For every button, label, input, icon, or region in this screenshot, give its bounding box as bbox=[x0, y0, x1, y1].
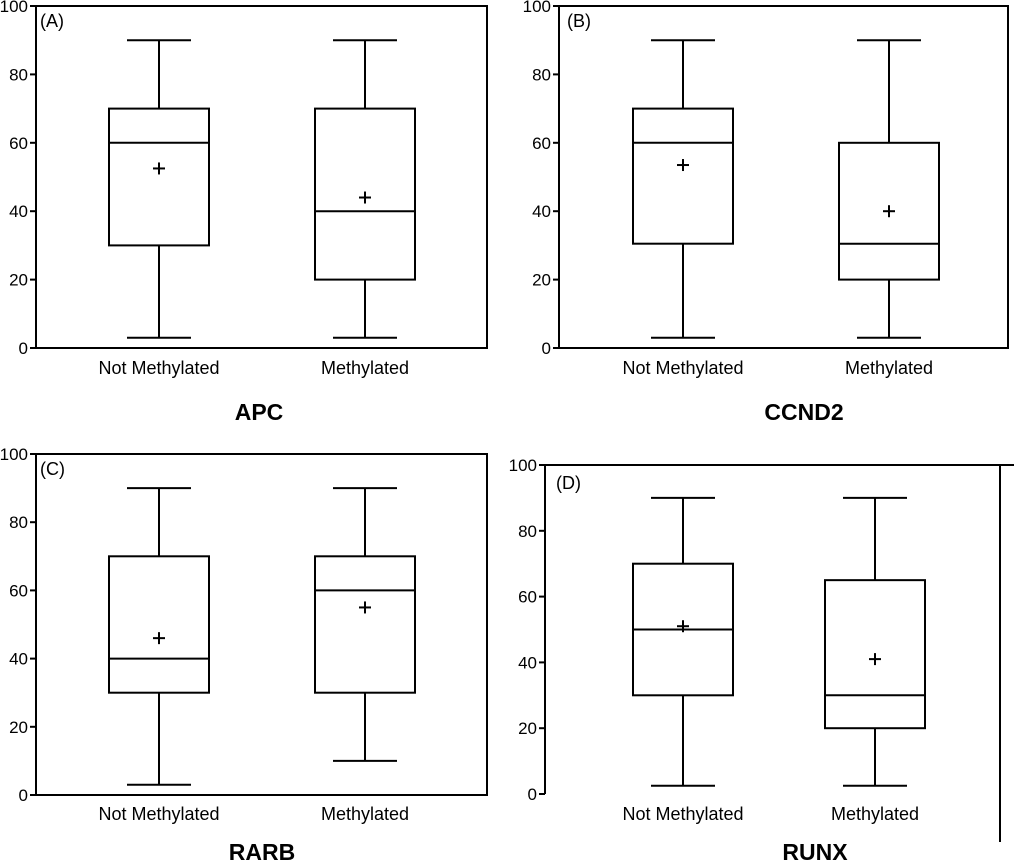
panel-apc: 0 20 40 60 80 100 (A) Not Methylated Methylated A… bbox=[0, 0, 488, 425]
x-category-label: Methylated bbox=[831, 804, 919, 824]
y-tick-label: 60 bbox=[518, 588, 537, 607]
x-category-label: Methylated bbox=[845, 358, 933, 378]
y-tick-label: 60 bbox=[9, 134, 28, 153]
y-tick-label: 80 bbox=[9, 513, 28, 532]
y-tick-label: 40 bbox=[518, 653, 537, 672]
y-tick-label: 0 bbox=[542, 339, 551, 358]
panel-label: (B) bbox=[567, 11, 591, 31]
y-tick-label: 20 bbox=[9, 718, 28, 737]
box-methylated bbox=[838, 39, 940, 339]
box-not-methylated bbox=[632, 496, 734, 787]
box-not-methylated bbox=[108, 39, 210, 339]
y-tick-label: 0 bbox=[19, 339, 28, 358]
y-tick-label: 60 bbox=[532, 134, 551, 153]
y-tick-label: 100 bbox=[523, 0, 551, 16]
x-category-label: Methylated bbox=[321, 804, 409, 824]
chart-title: RUNX bbox=[782, 839, 848, 864]
chart-title: CCND2 bbox=[764, 399, 843, 425]
y-tick-label: 20 bbox=[532, 271, 551, 290]
y-tick-label: 80 bbox=[518, 522, 537, 541]
plot-frame bbox=[558, 5, 1009, 349]
panel-ccnd2: 0 20 40 60 80 100 (B) Not Methylated Methylated C… bbox=[523, 0, 1009, 425]
y-tick-label: 80 bbox=[9, 65, 28, 84]
box-not-methylated bbox=[632, 39, 734, 339]
iqr-box bbox=[108, 107, 210, 247]
chart-title: RARB bbox=[229, 839, 295, 864]
iqr-box bbox=[632, 107, 734, 245]
y-tick-label: 20 bbox=[9, 271, 28, 290]
iqr-box bbox=[314, 107, 416, 281]
iqr-box bbox=[314, 555, 416, 694]
y-tick-label: 100 bbox=[0, 0, 28, 16]
y-tick-label: 80 bbox=[532, 65, 551, 84]
box-methylated bbox=[824, 496, 926, 787]
y-tick-label: 40 bbox=[9, 650, 28, 669]
x-category-label: Methylated bbox=[321, 358, 409, 378]
iqr-box bbox=[108, 555, 210, 694]
box-methylated bbox=[314, 487, 416, 762]
box-not-methylated bbox=[108, 487, 210, 786]
iqr-box bbox=[824, 579, 926, 730]
y-tick-label: 40 bbox=[9, 202, 28, 221]
y-tick-label: 60 bbox=[9, 581, 28, 600]
panel-label: (A) bbox=[40, 11, 64, 31]
iqr-box bbox=[838, 141, 940, 281]
y-tick-label: 40 bbox=[532, 202, 551, 221]
y-tick-label: 100 bbox=[509, 456, 537, 475]
x-category-label: Not Methylated bbox=[622, 358, 743, 378]
chart-title: APC bbox=[235, 399, 284, 425]
plot-frame bbox=[35, 453, 488, 796]
x-category-label: Not Methylated bbox=[98, 358, 219, 378]
x-category-label: Not Methylated bbox=[98, 804, 219, 824]
y-tick-label: 100 bbox=[0, 445, 28, 464]
plot-frame bbox=[35, 5, 488, 349]
y-tick-label: 0 bbox=[528, 785, 537, 804]
panel-label: (C) bbox=[40, 459, 65, 479]
y-tick-label: 0 bbox=[19, 786, 28, 805]
panel-rarb: 0 20 40 60 80 100 (C) Not Methylated Methylated R… bbox=[0, 445, 488, 864]
y-tick-label: 20 bbox=[518, 719, 537, 738]
x-category-label: Not Methylated bbox=[622, 804, 743, 824]
panel-label: (D) bbox=[556, 473, 581, 493]
box-methylated bbox=[314, 39, 416, 339]
panel-runx: 0 20 40 60 80 100 (D) Not Methylated Methylated R… bbox=[509, 456, 1014, 864]
